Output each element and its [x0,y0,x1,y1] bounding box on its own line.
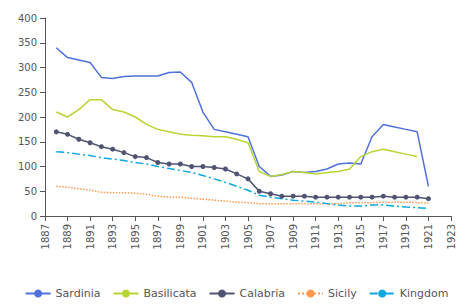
svg-text:1907: 1907 [265,224,276,249]
svg-text:Kingdom: Kingdom [400,287,449,300]
svg-text:0: 0 [31,211,37,222]
svg-text:50: 50 [24,186,37,197]
svg-text:Basilicata: Basilicata [143,287,196,300]
svg-text:1889: 1889 [62,224,73,249]
svg-text:1909: 1909 [288,224,299,249]
svg-text:1901: 1901 [197,224,208,249]
svg-text:Sardinia: Sardinia [56,287,101,300]
svg-text:1905: 1905 [243,224,254,249]
svg-text:1891: 1891 [85,224,96,249]
svg-text:350: 350 [18,37,37,48]
svg-text:150: 150 [18,136,37,147]
svg-text:1921: 1921 [423,224,434,249]
svg-text:1913: 1913 [333,224,344,249]
svg-text:250: 250 [18,87,37,98]
svg-text:Sicily: Sicily [328,287,357,300]
svg-text:100: 100 [18,161,37,172]
svg-text:1919: 1919 [400,224,411,249]
svg-text:1895: 1895 [130,224,141,249]
svg-text:Calabria: Calabria [240,287,286,300]
svg-text:200: 200 [18,112,37,123]
svg-text:1893: 1893 [107,224,118,249]
svg-text:1911: 1911 [310,224,321,249]
svg-text:300: 300 [18,62,37,73]
svg-text:1923: 1923 [446,224,457,249]
svg-text:1903: 1903 [220,224,231,249]
svg-text:1899: 1899 [175,224,186,249]
svg-text:1915: 1915 [355,224,366,249]
svg-text:1917: 1917 [378,224,389,249]
svg-text:400: 400 [18,13,37,24]
svg-text:1897: 1897 [152,224,163,249]
svg-text:1887: 1887 [40,224,51,249]
